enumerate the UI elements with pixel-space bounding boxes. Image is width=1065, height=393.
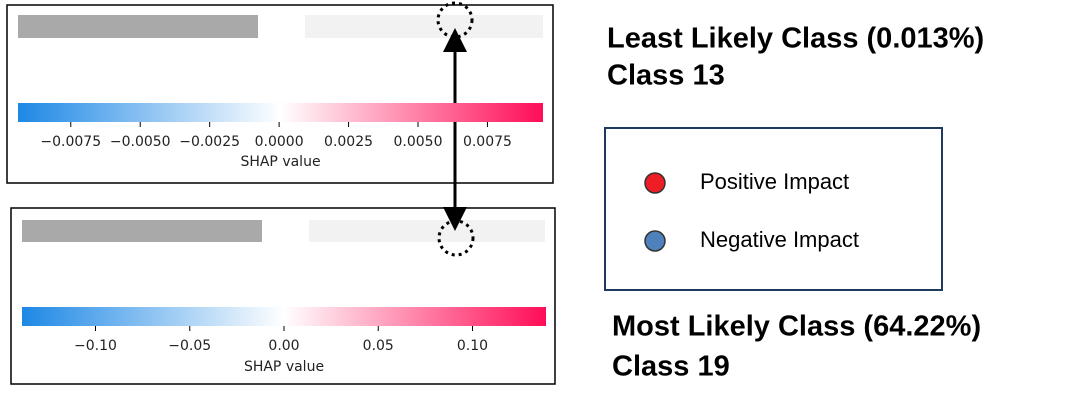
input-image (22, 220, 262, 242)
tick-label: 0.0025 (324, 134, 373, 150)
legend-box (605, 128, 942, 290)
colorbar (22, 307, 546, 326)
shap-image (305, 15, 543, 38)
tick-label: −0.0025 (179, 134, 240, 150)
legend-marker (645, 231, 665, 251)
tick-label: 0.05 (363, 338, 394, 354)
input-image (18, 15, 258, 38)
panel-subtitle: Class 13 (607, 60, 725, 92)
panel-title: Most Likely Class (64.22%) (612, 311, 981, 343)
axis-label: SHAP value (240, 154, 320, 170)
axis-label: SHAP value (244, 359, 324, 375)
tick-label: 0.0075 (463, 134, 512, 150)
tick-label: −0.0075 (40, 134, 101, 150)
legend-marker (645, 173, 665, 193)
tick-label: 0.00 (268, 338, 299, 354)
figure: Least Likely Class (0.013%) Class 13 −0.00… (0, 0, 1065, 389)
colorbar (18, 103, 543, 122)
tick-label: −0.05 (168, 338, 211, 354)
panel-title: Least Likely Class (0.013%) (607, 23, 984, 55)
tick-label: −0.10 (74, 338, 117, 354)
tick-label: −0.0050 (110, 134, 171, 150)
legend-label: Positive Impact (700, 169, 849, 194)
legend-label: Negative Impact (700, 227, 859, 252)
panel-subtitle: Class 19 (612, 351, 730, 383)
tick-label: 0.0050 (394, 134, 443, 150)
tick-label: 0.0000 (255, 134, 304, 150)
tick-label: 0.10 (457, 338, 488, 354)
shap-image (309, 220, 545, 242)
